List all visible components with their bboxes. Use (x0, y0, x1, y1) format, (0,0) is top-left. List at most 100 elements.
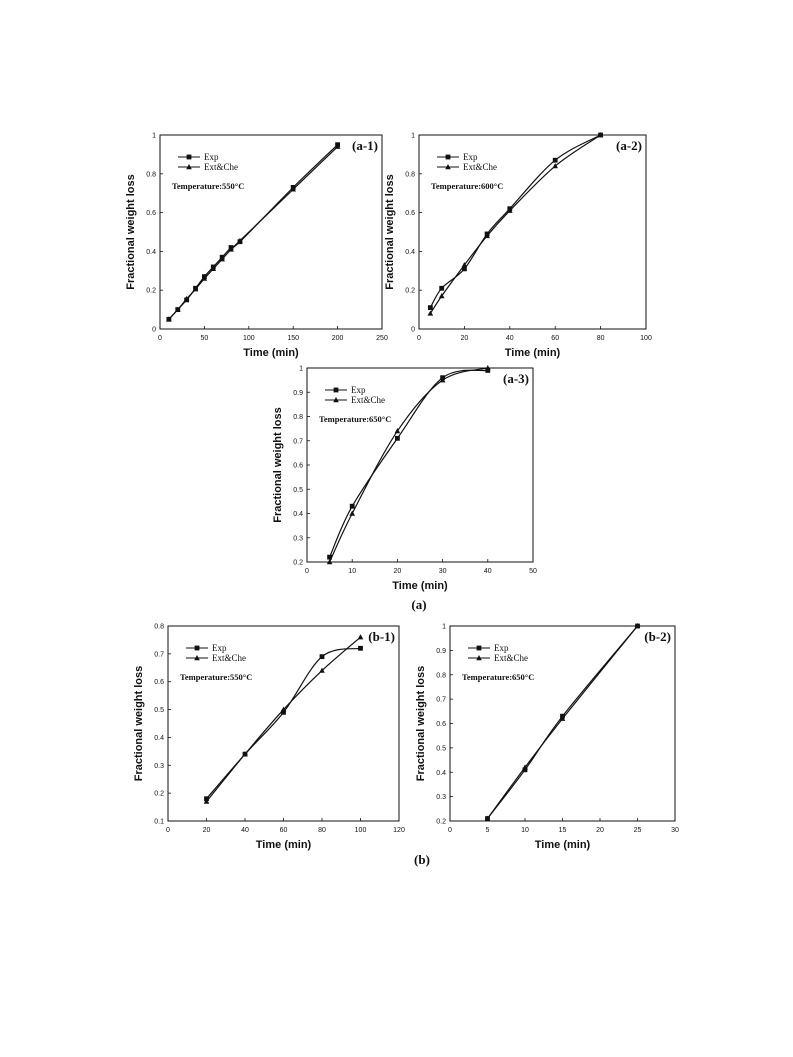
data-point-extche (634, 623, 641, 629)
chart-b-1: 0 20 40 60 80 100 120 0.1 0.2 0.3 0.4 0.5 0.6 0.7 0.8 T… (133, 624, 405, 852)
y-axis-title: Fractional weight loss (133, 666, 145, 782)
legend-marker (194, 645, 200, 651)
data-point-extche (219, 256, 225, 262)
x-tick-label: 250 (376, 335, 388, 342)
y-tick-label: 0.8 (154, 624, 164, 631)
panel-label: (b-1) (368, 629, 395, 644)
legend-marker (445, 164, 451, 170)
y-tick-label: 0.2 (154, 791, 164, 798)
y-tick-label: 0.6 (146, 210, 156, 217)
data-point-extche (174, 306, 181, 312)
x-tick-label: 20 (596, 827, 604, 834)
data-point-extche (334, 143, 341, 149)
x-tick-label: 80 (597, 335, 605, 342)
panel-label: (a-2) (616, 138, 642, 153)
legend-marker (194, 655, 200, 661)
y-axis-title: Fractional weight loss (384, 174, 396, 290)
y-tick-label: 0.6 (436, 721, 446, 728)
data-point-extche (485, 365, 491, 371)
x-tick-label: 100 (355, 827, 367, 834)
data-point-exp (281, 709, 286, 715)
data-point-exp (522, 767, 528, 773)
chart-a-1: 0 50 100 150 200 250 0 0.2 0.4 0.6 0.8 1 Time (min) F… (125, 133, 388, 360)
data-point-extche (597, 132, 604, 138)
x-tick-label: 100 (243, 335, 255, 342)
plot-frame (159, 134, 383, 330)
y-tick-label: 0.4 (436, 770, 446, 777)
data-point-exp (427, 305, 433, 311)
data-point-exp (327, 554, 332, 560)
x-axis-title: Time (min) (505, 347, 561, 359)
x-tick-label: 0 (166, 827, 170, 834)
y-tick-label: 0.5 (154, 707, 164, 714)
legend-entry: Exp (351, 385, 366, 395)
y-tick-label: 0.3 (154, 763, 164, 770)
x-tick-label: 50 (529, 568, 537, 575)
x-tick-label: 10 (348, 568, 356, 575)
y-tick-label: 0.3 (293, 535, 303, 542)
data-point-extche (192, 286, 199, 292)
data-point-extche (201, 275, 208, 281)
y-tick-label: 0.6 (293, 463, 303, 470)
y-tick-label: 0.6 (405, 210, 415, 217)
y-tick-label: 0.9 (436, 648, 446, 655)
data-point-extche (552, 163, 558, 169)
data-point-extche (203, 798, 210, 804)
legend-marker (186, 164, 192, 170)
x-tick-label: 10 (521, 827, 529, 834)
y-tick-label: 0.6 (154, 679, 164, 686)
series-line-exp (429, 134, 601, 308)
legend-entry: Exp (463, 152, 478, 162)
y-tick-label: 0.2 (146, 288, 156, 295)
y-tick-label: 0.8 (293, 414, 303, 421)
y-tick-label: 0.9 (293, 390, 303, 397)
x-tick-label: 0 (305, 568, 309, 575)
legend-entry: Ext&Che (204, 162, 238, 172)
chart-a-3: 0 10 20 30 40 50 0.2 0.3 0.4 0.5 0.6 0.7 0.8 0.9 1 Time… (272, 365, 537, 592)
data-point-extche (290, 186, 296, 192)
y-tick-label: 0.4 (154, 735, 164, 742)
data-point-exp (462, 266, 467, 272)
legend-entry: Exp (494, 643, 509, 653)
series-line-exp (487, 625, 638, 819)
x-axis-title: Time (min) (256, 839, 312, 851)
data-point-extche (237, 237, 243, 243)
temperature-annotation: Temperature:600°C (431, 181, 503, 191)
x-axis-title: Time (min) (535, 839, 591, 851)
x-tick-label: 100 (640, 335, 652, 342)
data-point-extche (349, 510, 355, 516)
chart-b-2: 0 5 10 15 20 25 30 0.2 0.3 0.4 0.5 0.6 0.7 0.8 0.9 1 Tim… (415, 623, 679, 851)
data-point-exp (349, 503, 355, 509)
legend-entry: Ext&Che (212, 653, 246, 663)
y-axis-title: Fractional weight loss (272, 407, 284, 523)
series-line-extche (168, 146, 339, 320)
data-point-extche (461, 261, 468, 268)
data-point-extche (280, 706, 287, 712)
x-tick-label: 0 (448, 827, 452, 834)
series-line-extche (487, 625, 638, 819)
x-tick-label: 20 (461, 335, 469, 342)
data-point-extche (507, 207, 513, 213)
legend-entry: Ext&Che (494, 653, 528, 663)
chart-a-2: 0 20 40 60 80 100 0 0.2 0.4 0.6 0.8 1 Time (min) Frac… (384, 132, 652, 359)
x-tick-label: 25 (634, 827, 642, 834)
x-tick-label: 60 (551, 335, 559, 342)
legend-marker (445, 154, 451, 160)
x-tick-label: 30 (671, 827, 679, 834)
x-axis-title: Time (min) (243, 347, 299, 359)
legend-entry: Exp (204, 152, 219, 162)
plot-frame (306, 367, 534, 563)
legend-marker (333, 387, 339, 393)
y-tick-label: 0.8 (436, 672, 446, 679)
y-tick-label: 0 (411, 327, 415, 334)
y-tick-label: 0.1 (154, 819, 164, 826)
y-tick-label: 0.2 (405, 288, 415, 295)
data-point-exp (358, 645, 363, 651)
data-point-extche (210, 265, 217, 272)
plot-frame (418, 134, 647, 330)
y-tick-label: 0.7 (154, 651, 164, 658)
x-tick-label: 40 (484, 568, 492, 575)
data-point-extche (394, 428, 401, 434)
data-point-extche (242, 751, 248, 757)
